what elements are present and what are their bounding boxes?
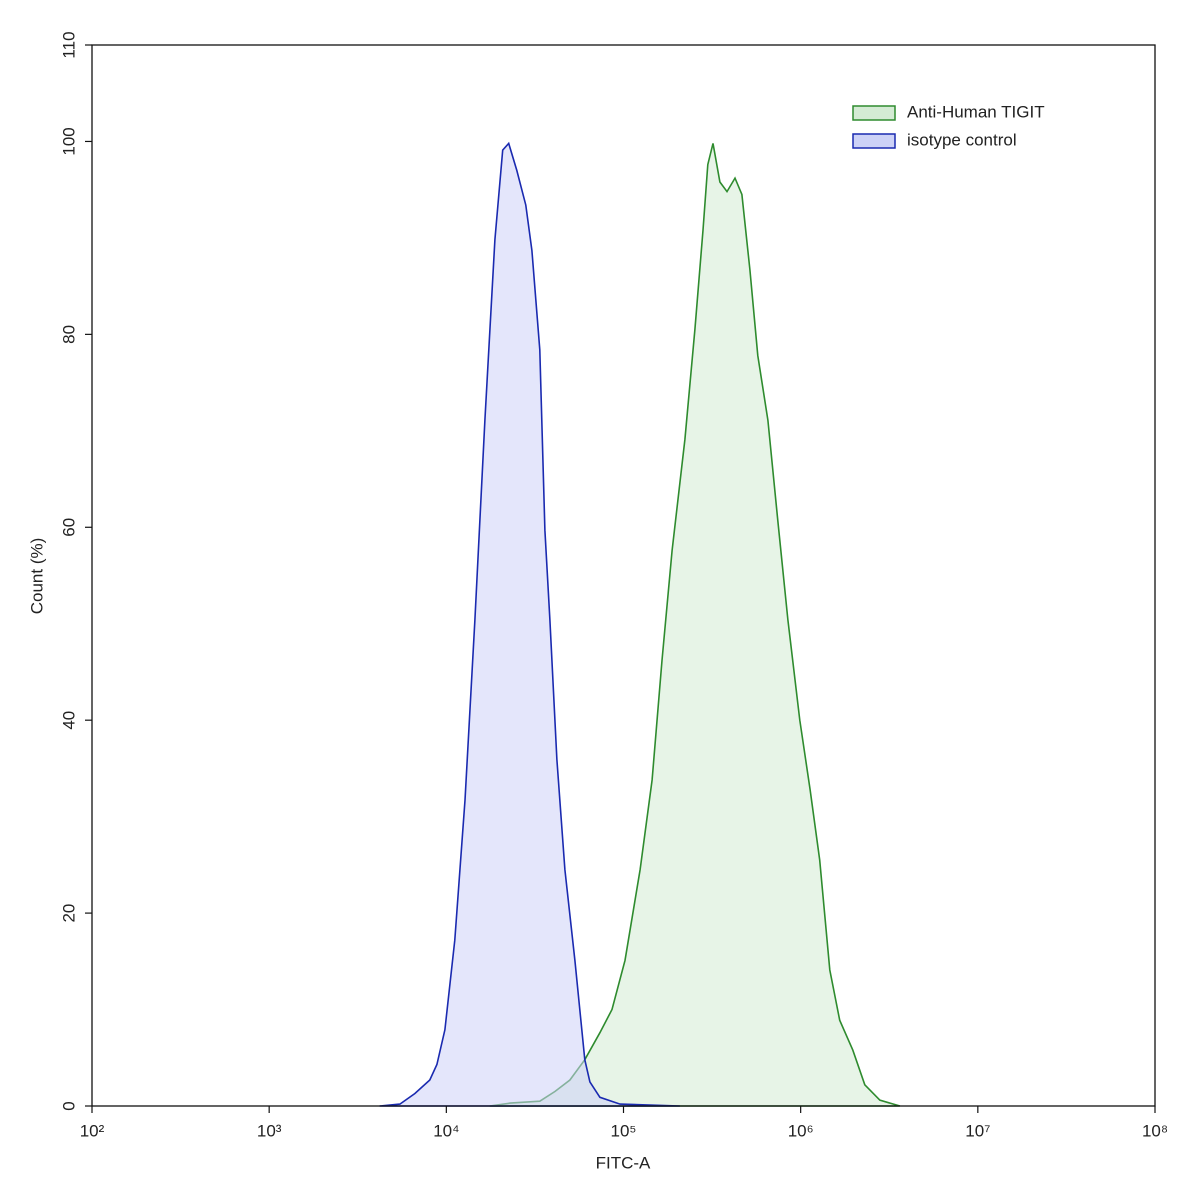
legend-swatch [852, 105, 896, 121]
y-tick-label: 0 [59, 1101, 78, 1110]
legend-label: isotype control [907, 130, 1017, 149]
y-tick-label: 110 [59, 31, 78, 58]
x-tick-label: 10⁶ [788, 1121, 814, 1140]
legend-label: Anti-Human TIGIT [907, 102, 1045, 121]
x-axis-label: FITC-A [596, 1153, 651, 1172]
histogram-area [489, 143, 901, 1107]
histogram-area [379, 141, 680, 1107]
x-tick-label: 10⁵ [611, 1121, 637, 1140]
y-tick-label: 80 [59, 325, 78, 344]
x-tick-label: 10⁴ [433, 1121, 459, 1140]
y-tick-label: 100 [59, 127, 78, 155]
y-tick-label: 20 [59, 904, 78, 923]
x-tick-label: 10² [80, 1121, 105, 1140]
plot-frame [91, 44, 1156, 1107]
x-tick-label: 10⁷ [965, 1121, 990, 1140]
y-tick-label: 60 [59, 518, 78, 537]
y-tick-label: 40 [59, 711, 78, 730]
y-axis-label: Count (%) [27, 538, 46, 615]
x-tick-label: 10³ [257, 1121, 282, 1140]
legend-swatch [852, 133, 896, 149]
x-tick-label: 10⁸ [1142, 1121, 1168, 1140]
